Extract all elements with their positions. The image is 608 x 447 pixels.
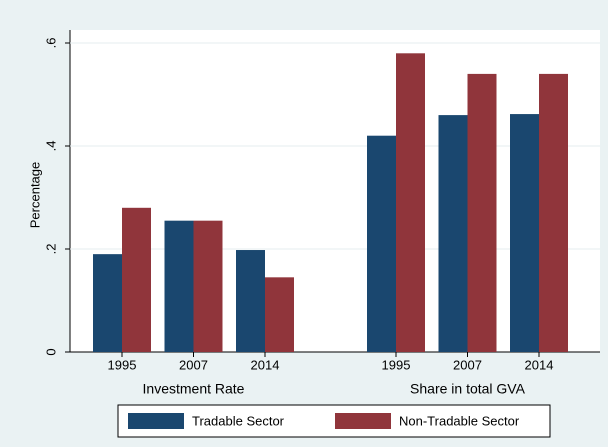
y-tick-label: 0 <box>43 348 58 355</box>
y-tick-label: .6 <box>43 38 58 49</box>
legend <box>117 404 551 438</box>
bar <box>93 254 122 352</box>
x-tick-label: 2014 <box>525 357 554 372</box>
x-tick-label: 2014 <box>251 357 280 372</box>
x-tick-label: 2007 <box>453 357 482 372</box>
group-label: Investment Rate <box>143 381 245 397</box>
bar <box>396 53 425 353</box>
x-tick-label: 2007 <box>179 357 208 372</box>
bar <box>510 114 539 352</box>
legend-swatch <box>335 413 391 429</box>
bar <box>164 220 194 352</box>
legend-label: Non-Tradable Sector <box>399 413 520 428</box>
bar <box>539 73 568 353</box>
bar <box>367 135 396 352</box>
y-tick-label: .4 <box>43 141 58 152</box>
bar <box>265 277 294 352</box>
legend-label: Tradable Sector <box>192 413 285 428</box>
bar <box>467 73 497 353</box>
bar <box>438 115 468 352</box>
bar <box>236 250 265 352</box>
bar <box>122 207 151 352</box>
x-tick-label: 1995 <box>108 357 137 372</box>
bar <box>193 220 223 352</box>
y-tick-label: .2 <box>43 244 58 255</box>
legend-swatch <box>128 413 184 429</box>
y-axis-label: Percentage <box>27 162 42 229</box>
x-tick-label: 1995 <box>382 357 411 372</box>
group-label: Share in total GVA <box>410 381 526 397</box>
